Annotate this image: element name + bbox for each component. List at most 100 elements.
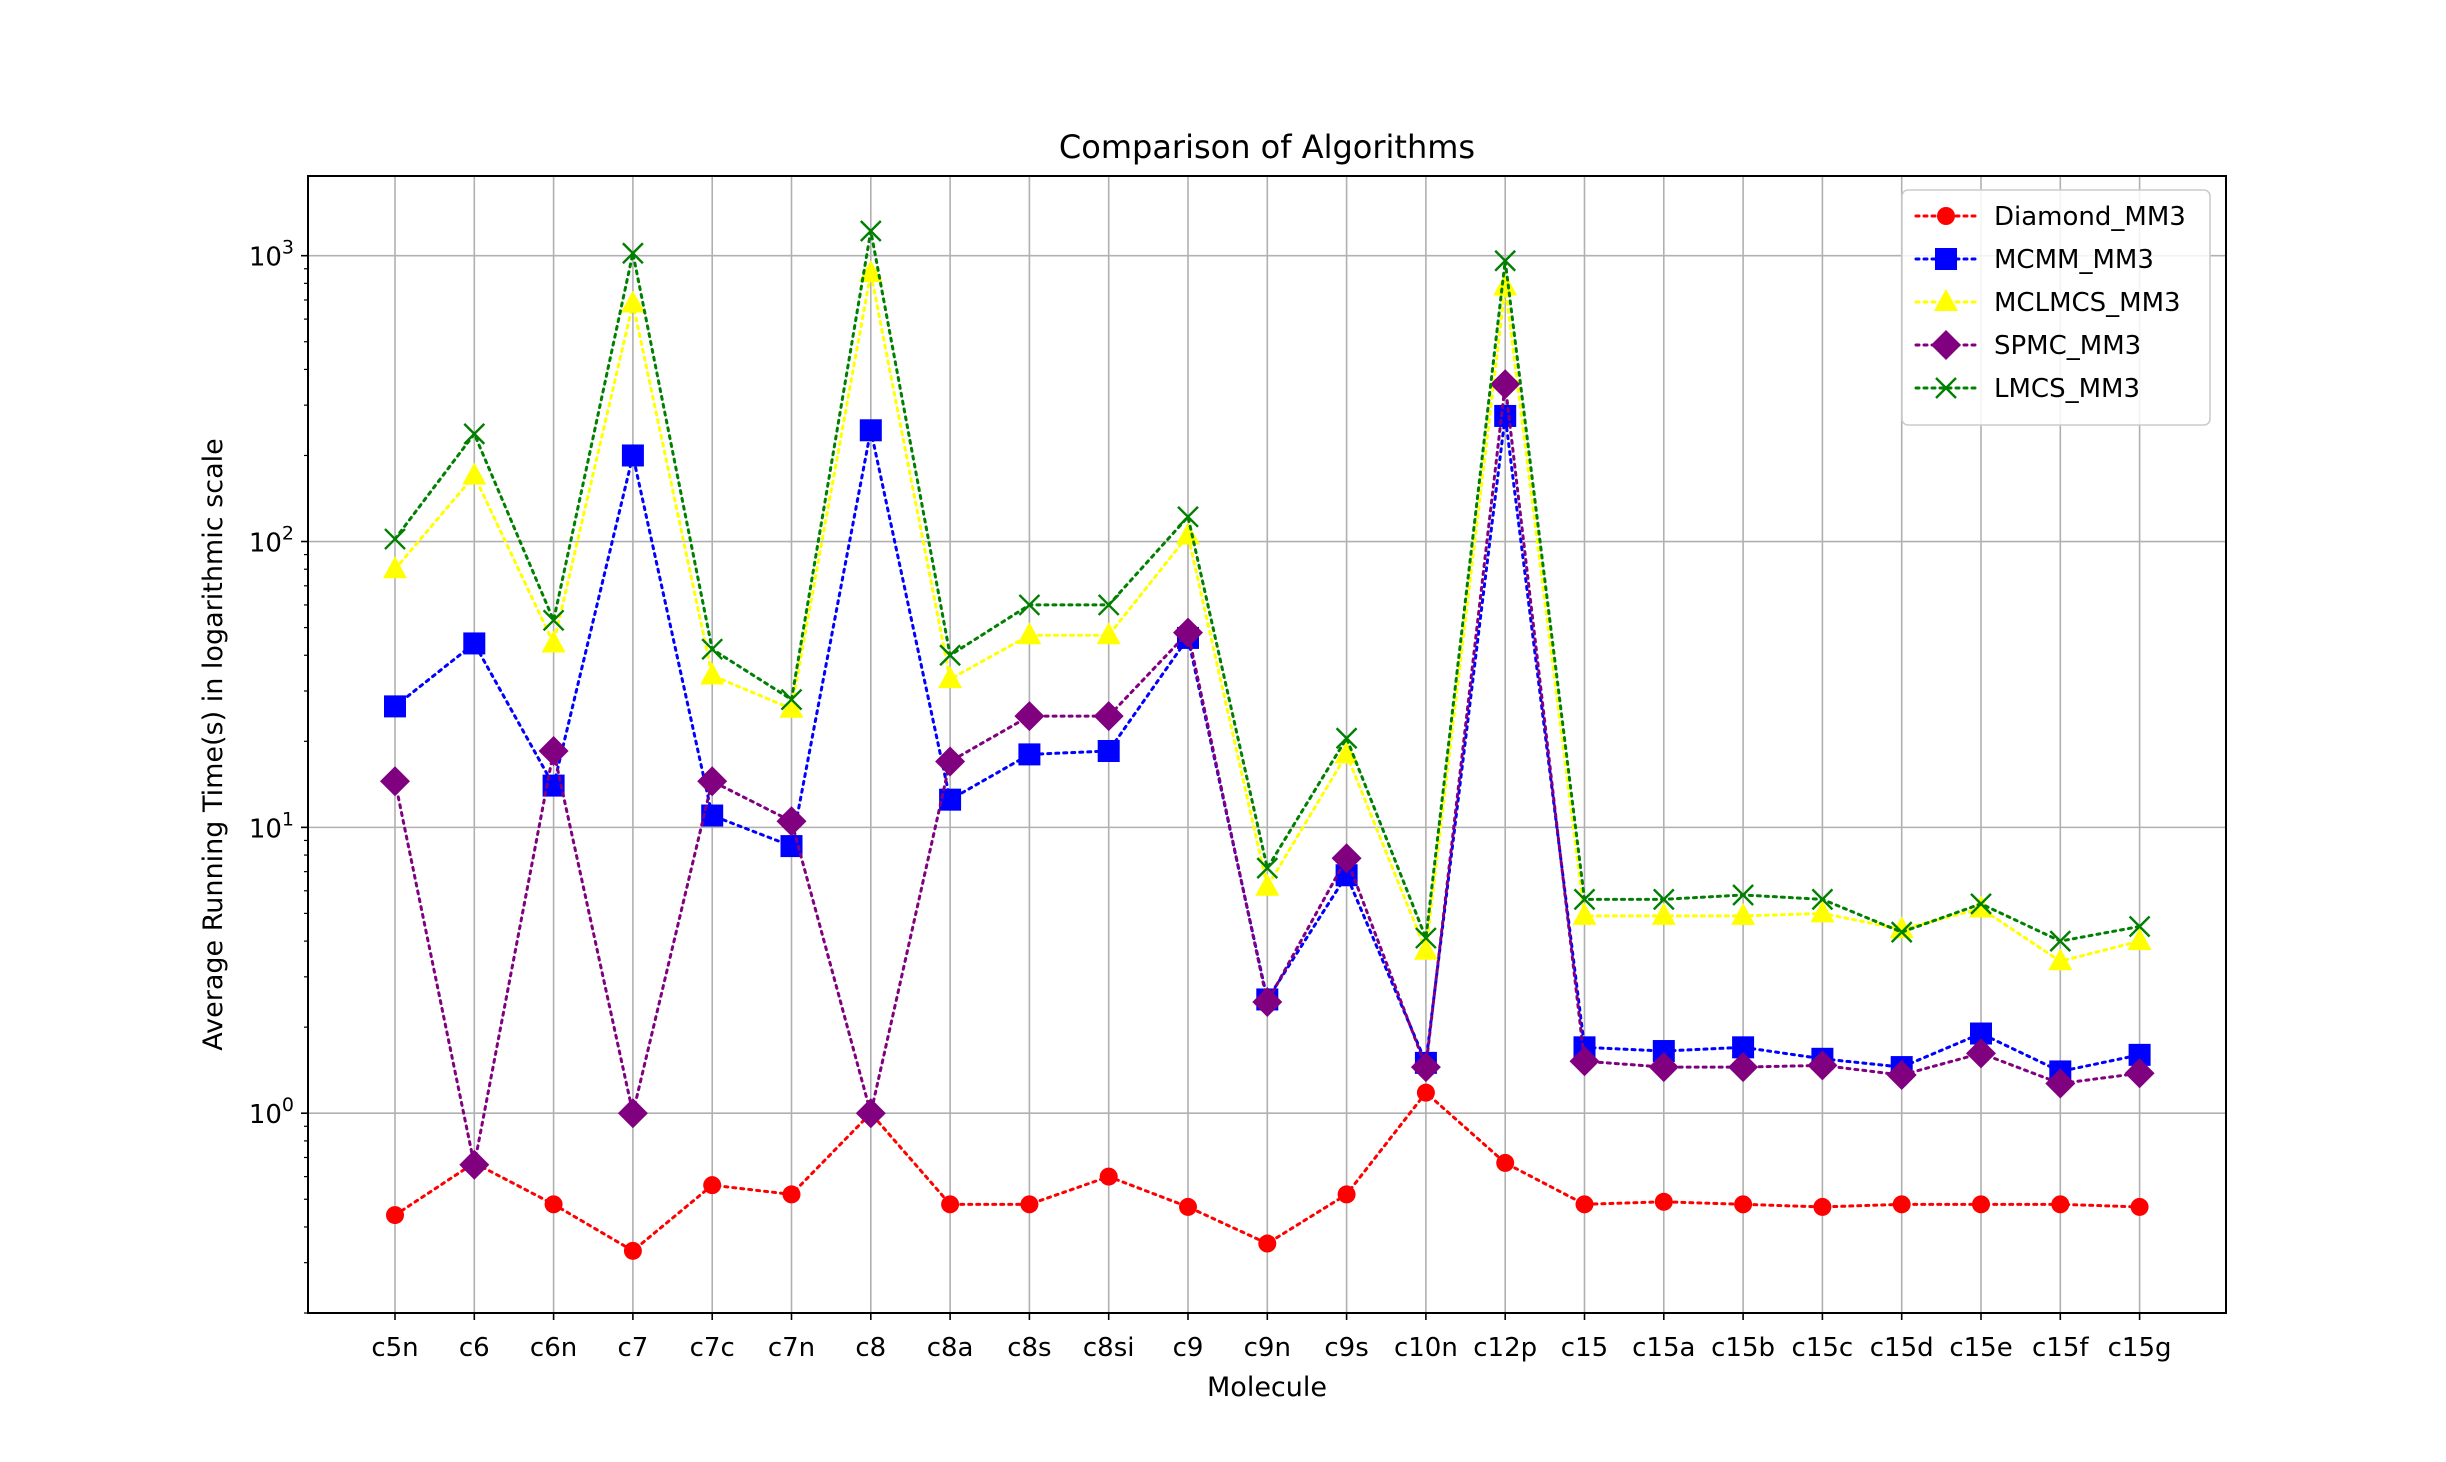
data-point: [1331, 843, 1362, 874]
x-tick-label: c9: [1173, 1333, 1204, 1363]
data-point: [776, 806, 807, 837]
x-tick-label: c8: [855, 1333, 886, 1363]
legend-label: Diamond_MM3: [1994, 202, 2186, 232]
legend-marker: [1935, 248, 1957, 270]
x-tick-label: c7: [617, 1333, 648, 1363]
data-point: [1732, 884, 1754, 906]
y-tick-exponent: 2: [282, 523, 294, 545]
x-tick-label: c15f: [2032, 1333, 2089, 1363]
data-point: [1014, 701, 1045, 732]
x-tick-label: c10n: [1394, 1333, 1458, 1363]
data-point: [1410, 1052, 1441, 1083]
data-point: [1969, 895, 1993, 918]
data-point: [2051, 1195, 2070, 1214]
data-point: [463, 632, 486, 655]
legend-label: MCMM_MM3: [1994, 245, 2154, 275]
data-point: [859, 419, 882, 442]
data-point: [1575, 1195, 1594, 1214]
data-point: [1731, 902, 1756, 925]
data-point: [859, 220, 882, 242]
data-point: [623, 1241, 642, 1260]
data-point: [1569, 1046, 1600, 1077]
data-point: [1889, 916, 1914, 939]
data-point: [2048, 948, 2073, 971]
data-point: [1490, 369, 1521, 400]
data-point: [2124, 1058, 2155, 1089]
y-tick-exponent: 1: [282, 808, 294, 830]
data-point: [1018, 743, 1041, 766]
data-point: [1176, 522, 1200, 545]
data-point: [938, 666, 963, 689]
data-point: [1810, 900, 1835, 923]
y-tick-label: 102: [249, 523, 294, 559]
data-point: [1494, 404, 1517, 427]
data-point: [1255, 873, 1280, 896]
data-point: [700, 662, 725, 685]
x-tick-label: c7n: [768, 1333, 815, 1363]
y-tick-label: 101: [249, 808, 294, 844]
y-tick-exponent: 0: [282, 1094, 294, 1116]
legend-entry: MCLMCS_MM3: [1914, 288, 2181, 318]
data-point: [782, 1185, 801, 1204]
data-point: [1018, 594, 1041, 616]
data-point: [1807, 1050, 1838, 1081]
y-tick-base: 10: [249, 814, 282, 844]
x-tick-label: c15: [1561, 1333, 1608, 1363]
data-point: [1886, 1060, 1917, 1091]
data-point: [1099, 1167, 1118, 1186]
data-point: [384, 695, 406, 718]
data-point: [1892, 1195, 1911, 1214]
data-point: [1648, 1052, 1679, 1083]
legend-entry: MCMM_MM3: [1914, 245, 2154, 275]
legend-marker: [1935, 377, 1957, 399]
x-tick-label: c8a: [927, 1333, 974, 1363]
data-point: [541, 630, 566, 653]
series-line: [393, 1090, 2142, 1253]
data-point: [1096, 622, 1121, 645]
data-point: [1728, 1052, 1759, 1083]
data-point: [1652, 888, 1675, 911]
data-point: [2045, 1068, 2076, 1099]
x-tick-label: c9s: [1324, 1333, 1368, 1363]
data-point: [1970, 893, 1992, 915]
data-point: [459, 1149, 490, 1180]
series-layer: [380, 220, 2155, 1260]
data-point: [622, 242, 644, 265]
x-tick-label: c12p: [1473, 1333, 1537, 1363]
data-point: [858, 259, 883, 282]
data-point: [697, 766, 728, 797]
x-tick-label: c8s: [1007, 1333, 1051, 1363]
data-point: [855, 1098, 886, 1129]
data-point: [380, 766, 410, 797]
data-point: [1732, 1036, 1755, 1059]
data-point: [1496, 1153, 1515, 1172]
legend-entry: LMCS_MM3: [1914, 374, 2140, 404]
y-tick-label: 100: [249, 1094, 294, 1130]
data-point: [1020, 1195, 1039, 1214]
legend-label: MCLMCS_MM3: [1994, 288, 2181, 318]
x-axis-label: Molecule: [1207, 1372, 1327, 1403]
data-point: [780, 688, 803, 711]
data-point: [544, 1195, 563, 1214]
data-point: [1415, 927, 1437, 949]
data-point: [538, 735, 569, 766]
x-tick-label: c15c: [1792, 1333, 1854, 1363]
data-point: [1258, 1234, 1277, 1253]
data-point: [1413, 937, 1438, 960]
data-point: [542, 609, 565, 632]
data-point: [620, 290, 645, 313]
data-point: [1097, 739, 1120, 762]
legend-entry: SPMC_MM3: [1914, 330, 2141, 361]
y-axis-label: Average Running Time(s) in logarithmic s…: [198, 438, 229, 1050]
legend-marker: [1937, 207, 1955, 225]
x-tick-label: c15g: [2108, 1333, 2172, 1363]
data-point: [1337, 1185, 1356, 1204]
x-tick-label: c5n: [371, 1333, 418, 1363]
data-point: [621, 444, 644, 467]
data-point: [939, 788, 962, 811]
x-tick-label: c6n: [530, 1333, 577, 1363]
x-tick-label: c8si: [1083, 1333, 1135, 1363]
series-line: [393, 272, 2142, 963]
legend-marker: [1931, 330, 1961, 360]
